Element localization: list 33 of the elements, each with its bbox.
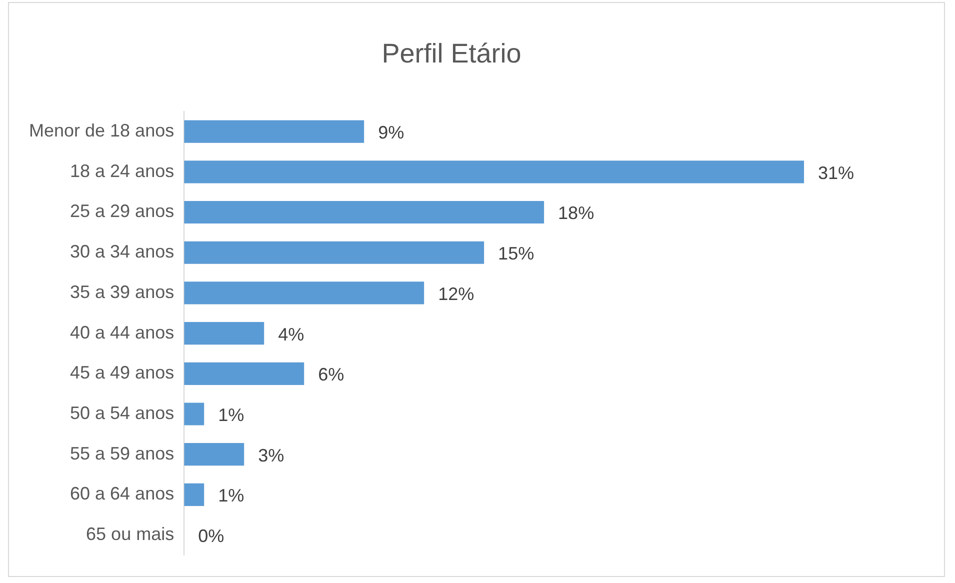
data-label: 0% [198, 526, 224, 546]
y-tick-label: 60 a 64 anos [70, 484, 174, 504]
data-label: 1% [218, 404, 244, 425]
data-label: 6% [318, 364, 344, 385]
data-label: 15% [498, 244, 534, 264]
bar [184, 120, 364, 143]
bar [184, 241, 484, 264]
data-label: 1% [218, 486, 244, 506]
y-tick-label: 55 a 59 anos [70, 443, 174, 464]
data-label: 9% [378, 122, 404, 143]
y-tick-label: 35 a 39 anos [70, 282, 174, 302]
y-tick-label: 30 a 34 anos [70, 242, 174, 262]
data-label: 4% [278, 324, 304, 344]
y-tick-label: 45 a 49 anos [70, 362, 174, 383]
data-label: 31% [818, 162, 854, 183]
y-tick-label: 40 a 44 anos [70, 322, 174, 342]
y-tick-label: 25 a 29 anos [70, 201, 174, 222]
y-tick-label: 65 ou mais [86, 524, 174, 544]
y-tick-label: 50 a 54 anos [70, 402, 174, 423]
data-label: 12% [438, 284, 474, 304]
chart-title: Perfil Etário [382, 38, 522, 69]
data-label: 18% [558, 203, 594, 224]
bar [184, 160, 804, 184]
bar [184, 362, 304, 385]
bar [184, 322, 264, 345]
bar [184, 200, 544, 224]
data-label: 3% [258, 445, 284, 466]
bar [184, 443, 244, 466]
bar [184, 282, 424, 304]
y-tick-label: Menor de 18 anos [28, 120, 174, 141]
y-tick-label: 18 a 24 anos [70, 160, 174, 181]
bar [184, 483, 204, 506]
bar [184, 402, 204, 426]
